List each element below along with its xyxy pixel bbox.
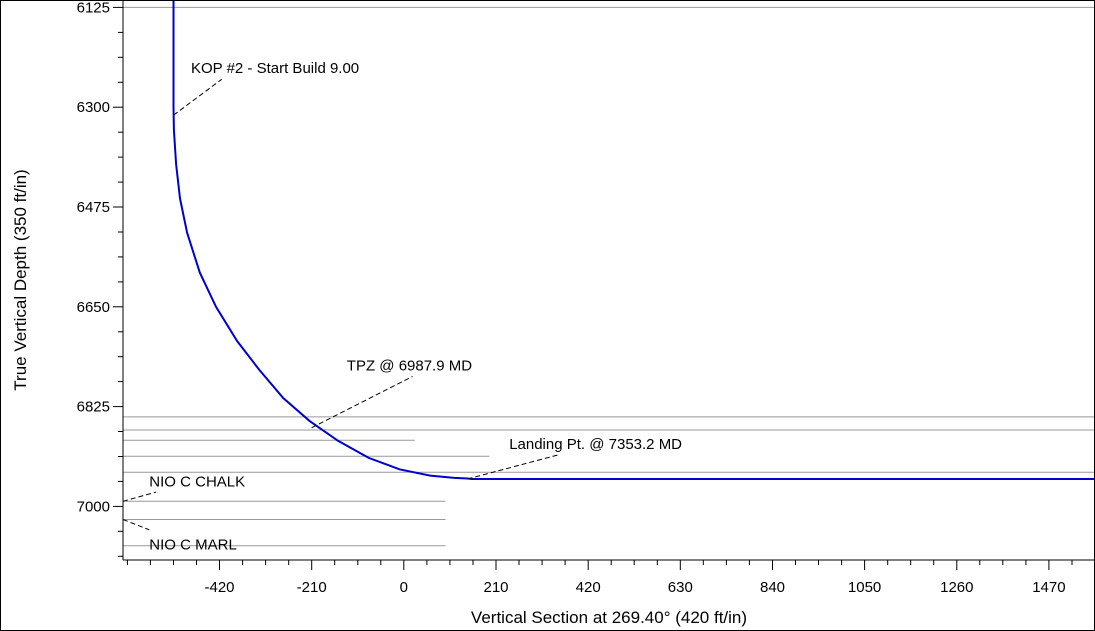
x-tick-label: -420: [204, 579, 234, 596]
annotation-leader-line: [311, 375, 413, 429]
x-tick-label: 1470: [1032, 579, 1065, 596]
x-tick-label: -210: [297, 579, 327, 596]
y-tick-label: 7000: [77, 498, 110, 515]
annotation-leader-line: [467, 454, 560, 480]
y-tick-label: 6825: [77, 399, 110, 416]
y-tick-label: 6650: [77, 299, 110, 316]
y-tick-label: 6125: [77, 0, 110, 16]
annotation-labels: KOP #2 - Start Build 9.00 TPZ @ 6987.9 MD…: [149, 60, 682, 554]
annotation-label: TPZ @ 6987.9 MD: [347, 358, 472, 375]
x-tick-label: 1260: [940, 579, 973, 596]
annotation-label: NIO C MARL: [149, 537, 237, 554]
y-axis-title: True Vertical Depth (350 ft/in): [11, 169, 30, 390]
x-tick-label: 420: [576, 579, 601, 596]
annotation-label: KOP #2 - Start Build 9.00: [191, 60, 359, 77]
wellpath-series-line: [172, 0, 1095, 480]
x-axis-title: Vertical Section at 269.40° (420 ft/in): [471, 608, 747, 627]
x-tick-label: 0: [400, 579, 408, 596]
x-tick-label: 210: [483, 579, 508, 596]
x-axis-ticks: -420 -210 0 210 420 630 840 1050 1260 1470: [126, 560, 1095, 596]
x-tick-label: 630: [668, 579, 693, 596]
x-tick-label: 840: [760, 579, 785, 596]
y-axis-ticks: 6125 6300 6475 6650 6825 7000: [77, 0, 123, 557]
annotation-leader-line: [122, 519, 150, 531]
y-tick-label: 6475: [77, 199, 110, 216]
wellpath: [172, 0, 1095, 480]
annotation-leader-line: [173, 78, 222, 116]
annotation-leaders: [122, 78, 560, 531]
annotation-label: NIO C CHALK: [149, 473, 245, 490]
formation-lines: [123, 6, 1094, 547]
x-tick-label: 1050: [848, 579, 881, 596]
y-tick-label: 6300: [77, 99, 110, 116]
annotation-label: Landing Pt. @ 7353.2 MD: [509, 436, 682, 453]
annotation-leader-line: [122, 491, 157, 502]
